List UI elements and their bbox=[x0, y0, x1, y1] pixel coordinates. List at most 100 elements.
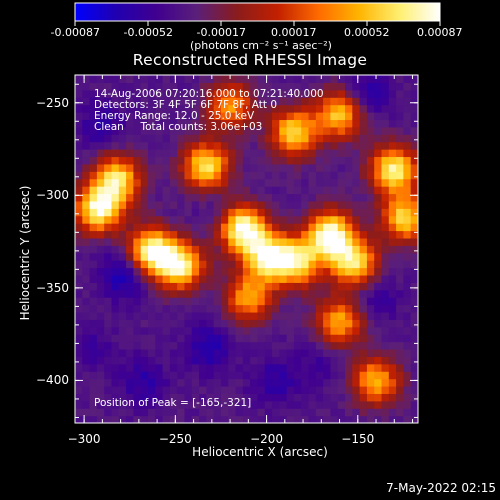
heatmap-cell bbox=[75, 245, 83, 254]
heatmap-cell bbox=[133, 260, 142, 269]
heatmap-cell bbox=[359, 356, 368, 365]
heatmap-cell bbox=[191, 171, 200, 180]
heatmap-cell bbox=[206, 356, 215, 365]
heatmap-cell bbox=[228, 356, 237, 365]
heatmap-cell bbox=[257, 371, 266, 380]
heatmap-cell bbox=[396, 82, 405, 91]
heatmap-cell bbox=[111, 149, 120, 158]
heatmap-cell bbox=[96, 193, 105, 202]
heatmap-cell bbox=[272, 289, 280, 298]
heatmap-cell bbox=[96, 89, 105, 98]
heatmap-cell bbox=[75, 274, 83, 283]
heatmap-cell bbox=[293, 304, 302, 313]
heatmap-cell bbox=[177, 97, 186, 106]
heatmap-cell bbox=[352, 348, 361, 357]
heatmap-cell bbox=[388, 348, 397, 357]
heatmap-cell bbox=[403, 156, 412, 165]
heatmap-cell bbox=[126, 119, 134, 128]
heatmap-cell bbox=[242, 282, 251, 291]
heatmap-cell bbox=[330, 348, 339, 357]
heatmap-cell bbox=[250, 274, 259, 283]
heatmap-cell bbox=[293, 245, 302, 254]
heatmap-cell bbox=[235, 297, 244, 306]
heatmap-cell bbox=[286, 252, 295, 261]
heatmap-cell bbox=[308, 82, 317, 91]
heatmap-cell bbox=[96, 208, 105, 217]
heatmap-cell bbox=[89, 289, 98, 298]
heatmap-cell bbox=[220, 126, 229, 135]
heatmap-cell bbox=[89, 267, 98, 276]
heatmap-cell bbox=[191, 208, 200, 217]
heatmap-cell bbox=[330, 104, 339, 113]
heatmap-cell bbox=[140, 149, 149, 158]
heatmap-cell bbox=[279, 104, 288, 113]
heatmap-cell bbox=[235, 289, 244, 298]
heatmap-cell bbox=[177, 156, 186, 165]
heatmap-cell bbox=[75, 193, 83, 202]
heatmap-cell bbox=[235, 326, 244, 335]
heatmap-cell bbox=[213, 267, 222, 276]
heatmap-cell bbox=[126, 97, 134, 106]
heatmap-cell bbox=[140, 311, 149, 320]
heatmap-cell bbox=[315, 230, 324, 239]
heatmap-cell bbox=[111, 252, 120, 261]
heatmap-cell bbox=[184, 193, 193, 202]
heatmap-cell bbox=[410, 282, 418, 291]
heatmap-cell bbox=[96, 356, 105, 365]
heatmap-cell bbox=[126, 267, 134, 276]
heatmap-cell bbox=[213, 363, 222, 372]
heatmap-cell bbox=[111, 223, 120, 232]
heatmap-cell bbox=[257, 104, 266, 113]
heatmap-cell bbox=[403, 341, 412, 350]
heatmap-cell bbox=[279, 141, 288, 150]
heatmap-cell bbox=[206, 334, 215, 343]
heatmap-cell bbox=[308, 311, 317, 320]
heatmap-cell bbox=[323, 385, 332, 394]
heatmap-cell bbox=[366, 223, 375, 232]
heatmap-cell bbox=[345, 89, 353, 98]
heatmap-cell bbox=[118, 186, 127, 195]
heatmap-cell bbox=[293, 385, 302, 394]
heatmap-cell bbox=[388, 415, 397, 423]
heatmap-cell bbox=[366, 319, 375, 328]
heatmap-cell bbox=[308, 134, 317, 143]
heatmap-cell bbox=[396, 178, 405, 187]
heatmap-cell bbox=[381, 200, 390, 209]
heatmap-cell bbox=[235, 215, 244, 224]
heatmap-cell bbox=[323, 304, 332, 313]
heatmap-cell bbox=[147, 126, 156, 135]
heatmap-cell bbox=[199, 163, 207, 172]
heatmap-cell bbox=[177, 393, 186, 402]
heatmap-cell bbox=[111, 311, 120, 320]
heatmap-cell bbox=[301, 385, 310, 394]
heatmap-cell bbox=[147, 149, 156, 158]
heatmap-cell bbox=[410, 75, 418, 84]
heatmap-cell bbox=[308, 341, 317, 350]
heatmap-cell bbox=[337, 215, 346, 224]
heatmap-cell bbox=[228, 297, 237, 306]
heatmap-cell bbox=[184, 371, 193, 380]
heatmap-cell bbox=[220, 149, 229, 158]
heatmap-cell bbox=[410, 319, 418, 328]
heatmap-cell bbox=[301, 75, 310, 84]
heatmap-cell bbox=[235, 378, 244, 387]
heatmap-cell bbox=[228, 378, 237, 387]
heatmap-cell bbox=[396, 408, 405, 417]
heatmap-cell bbox=[403, 393, 412, 402]
heatmap-cell bbox=[337, 341, 346, 350]
heatmap-cell bbox=[388, 400, 397, 409]
heatmap-cell bbox=[381, 274, 390, 283]
heatmap-cell bbox=[250, 193, 259, 202]
heatmap-cell bbox=[162, 134, 171, 143]
heatmap-cell bbox=[213, 178, 222, 187]
heatmap-cell bbox=[184, 408, 193, 417]
heatmap-cell bbox=[323, 193, 332, 202]
heatmap-cell bbox=[388, 126, 397, 135]
heatmap-cell bbox=[147, 193, 156, 202]
heatmap-cell bbox=[184, 334, 193, 343]
heatmap-cell bbox=[410, 104, 418, 113]
colorbar-tick-label: -0.00017 bbox=[196, 26, 246, 39]
heatmap-cell bbox=[293, 230, 302, 239]
heatmap-cell bbox=[330, 171, 339, 180]
heatmap-cell bbox=[169, 260, 178, 269]
